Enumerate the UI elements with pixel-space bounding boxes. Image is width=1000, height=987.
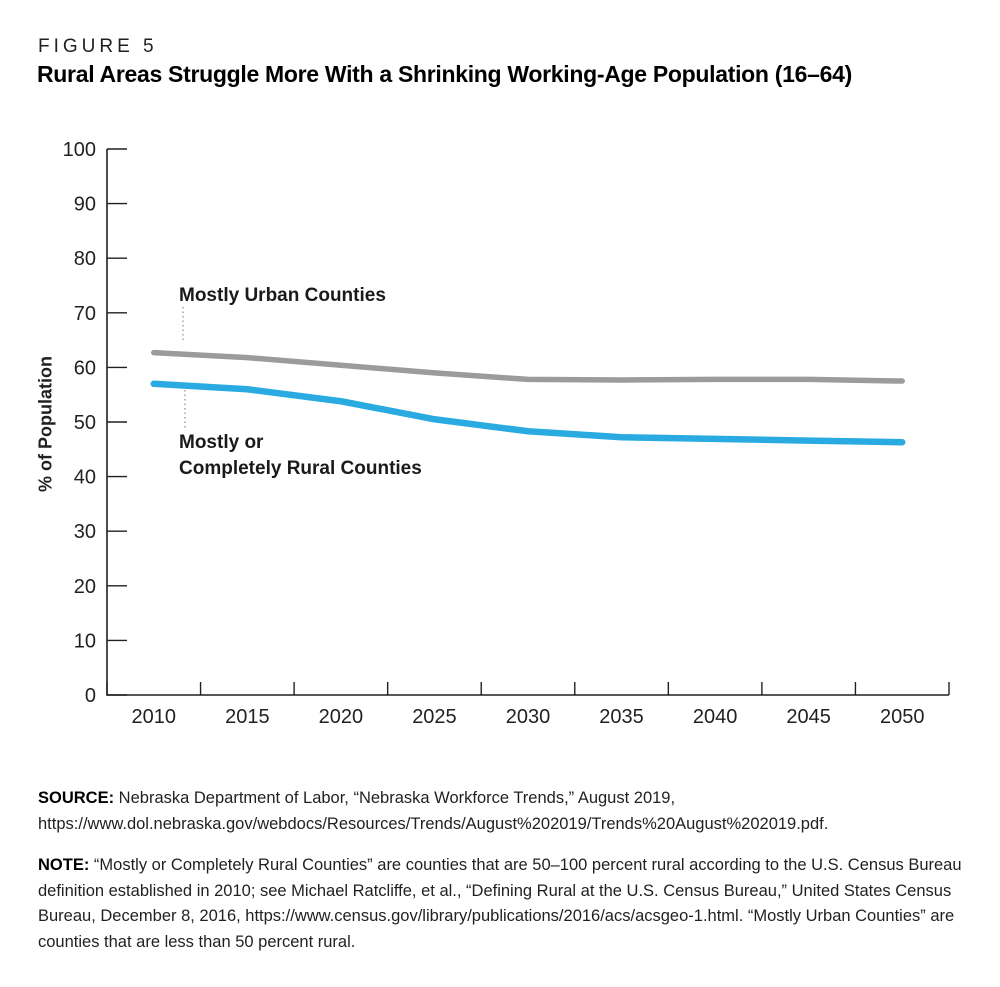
series-label-urban: Mostly Urban Counties xyxy=(179,283,386,309)
series-line-rural xyxy=(150,380,906,446)
y-tick-label: 40 xyxy=(74,467,96,489)
y-tick-label: 60 xyxy=(74,357,96,379)
note-label: NOTE: xyxy=(38,856,90,874)
y-axis-title: % of Population xyxy=(35,356,56,492)
y-tick-label: 70 xyxy=(74,303,96,325)
x-tick-label: 2020 xyxy=(319,706,364,728)
chart: 0 10 20 30 40 50 60 70 80 90 100 2010 2015 2020 2025 20… xyxy=(63,139,950,728)
chart-title: Rural Areas Struggle More With a Shrinki… xyxy=(37,61,852,87)
series-label-rural: Mostly or Completely Rural Counties xyxy=(179,430,422,482)
note-text: “Mostly or Completely Rural Counties” ar… xyxy=(38,856,962,951)
y-tick-label: 80 xyxy=(74,248,96,270)
note-paragraph: NOTE: “Mostly or Completely Rural Counti… xyxy=(38,853,970,955)
y-tick-label: 0 xyxy=(85,685,96,707)
y-tick-label: 10 xyxy=(74,630,96,652)
figure-label: FIGURE 5 xyxy=(38,36,158,57)
series-line-urban xyxy=(151,349,905,384)
x-tick-label: 2010 xyxy=(132,706,177,728)
y-tick-label: 90 xyxy=(74,194,96,216)
y-tick-label: 50 xyxy=(74,412,96,434)
x-tick-label: 2015 xyxy=(225,706,270,728)
series-label-urban-text: Mostly Urban Counties xyxy=(179,285,386,306)
source-label: SOURCE: xyxy=(38,789,115,807)
series-label-rural-line1: Mostly or xyxy=(179,432,264,453)
source-paragraph: SOURCE: Nebraska Department of Labor, “N… xyxy=(38,786,970,837)
x-tick-label: 2025 xyxy=(412,706,457,728)
x-tick-label: 2030 xyxy=(506,706,551,728)
source-text: Nebraska Department of Labor, “Nebraska … xyxy=(38,789,829,833)
x-tick-label: 2040 xyxy=(693,706,738,728)
y-tick-label: 100 xyxy=(63,139,96,161)
x-tick-label: 2050 xyxy=(880,706,925,728)
axis-frame xyxy=(106,149,949,696)
x-tick-label: 2045 xyxy=(786,706,831,728)
series-label-rural-line2: Completely Rural Counties xyxy=(179,458,422,479)
y-tick-label: 30 xyxy=(74,521,96,543)
y-tick-label: 20 xyxy=(74,576,96,598)
x-tick-label: 2035 xyxy=(599,706,644,728)
